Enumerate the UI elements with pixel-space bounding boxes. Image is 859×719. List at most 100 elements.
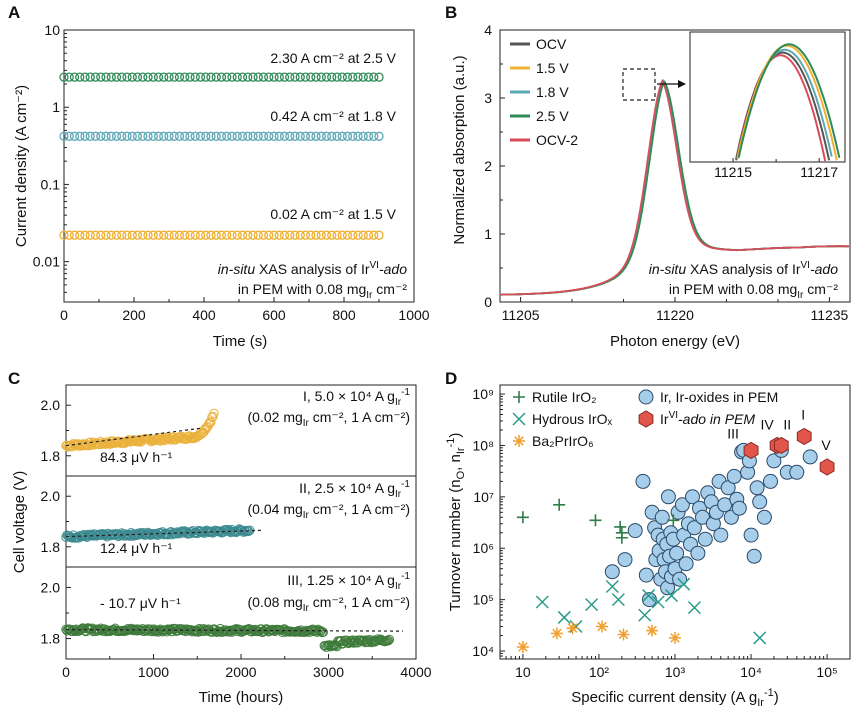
d-circle-point [789, 464, 805, 480]
d-circle-point [749, 480, 765, 496]
a-point [222, 230, 232, 240]
a-point [169, 230, 179, 240]
a-point [353, 72, 363, 82]
panel-d-legend: Rutile IrO₂ Hydrous IrOₓ Ba₂PrIrO₆ Ir, I… [512, 389, 778, 449]
b-spectrum-ocv2 [499, 80, 849, 296]
b-inset-curve [737, 43, 841, 159]
a-point [300, 72, 311, 82]
panel-d-legend-hex-label: IrVI-ado in PEM [660, 410, 755, 427]
d-circle-point [690, 545, 706, 561]
a-point [206, 230, 216, 240]
a-point [342, 72, 353, 82]
a-point [306, 230, 316, 240]
panel-b-label: B [445, 3, 457, 22]
a-point [138, 131, 148, 141]
d-circle-point [756, 509, 772, 525]
a-point [143, 131, 153, 141]
panel-b-annotation-line2: in PEM with 0.08 mgIr cm⁻² [669, 281, 838, 301]
a-point [96, 131, 106, 141]
d-hex-point [743, 441, 759, 459]
a-xtick-label: 600 [262, 307, 286, 323]
a-point [69, 72, 80, 82]
a-point [164, 131, 174, 141]
c-xtick-label: 2000 [225, 664, 256, 680]
a-point [285, 72, 295, 82]
a-point [101, 72, 111, 82]
d-x-point [677, 577, 691, 591]
panel-b-ticks: 11205 11220 11235 0 1 2 3 4 [484, 22, 848, 323]
c-series-i [61, 408, 219, 452]
a-point [96, 72, 106, 82]
a-point [195, 230, 206, 240]
a-point [85, 131, 95, 141]
a-point [363, 131, 374, 141]
b-legend-label: OCV-2 [536, 132, 578, 148]
a-xtick-label: 0 [60, 307, 68, 323]
a-point [132, 72, 143, 82]
panel-a-ylabel: Current density (A cm⁻²) [13, 85, 30, 247]
a-point [337, 72, 347, 82]
d-circle-point [604, 564, 620, 580]
a-point [201, 72, 211, 82]
a-point [232, 230, 242, 240]
c-xtick-label: 4000 [400, 664, 431, 680]
c-ytick-label: 1.8 [41, 539, 61, 555]
a-point [285, 131, 295, 141]
a-point [216, 230, 227, 240]
a-point [358, 230, 368, 240]
a-point [327, 131, 337, 141]
d-xtick-label: 10⁵ [816, 664, 837, 680]
a-point [101, 131, 111, 141]
d-star-point [646, 624, 659, 637]
panel-b-legend: OCV 1.5 V 1.8 V 2.5 V OCV-2 [510, 36, 578, 148]
a-point [180, 230, 190, 240]
panel-d-label: D [445, 369, 457, 388]
a-point [106, 72, 116, 82]
c-point [209, 408, 219, 419]
d-circle-point [802, 449, 818, 465]
a-point [348, 72, 358, 82]
d-hex-label: II [783, 416, 791, 432]
a-point [211, 72, 221, 82]
b-xtick-label: 11220 [656, 307, 694, 323]
b-ytick-label: 0 [484, 294, 492, 310]
b-ytick-label: 1 [484, 226, 492, 242]
d-x-series [535, 577, 767, 645]
a-point [237, 131, 248, 141]
d-plus-series [516, 498, 680, 544]
a-point [374, 131, 384, 141]
b-inset-curve [736, 44, 838, 161]
c-ytick-label: 1.8 [41, 631, 61, 647]
a-point [332, 131, 342, 141]
d-circle-point [638, 567, 654, 583]
panel-a: A 0 200 400 600 800 1000 0.01 0.1 1 10 2.30 A cm⁻… [8, 3, 430, 350]
d-legend-hex-marker [638, 410, 654, 428]
b-inset-tick-label: 11215 [714, 164, 752, 180]
c-fit-line [65, 629, 403, 632]
a-point [174, 72, 185, 82]
a-point [90, 131, 101, 141]
a-point [248, 72, 258, 82]
d-circle-point [726, 468, 742, 484]
d-ytick-label: 10⁶ [473, 540, 494, 556]
d-hex-label: I [801, 406, 805, 422]
d-star-point [596, 620, 609, 633]
a-xtick-label: 1000 [398, 307, 429, 323]
d-x-point [642, 589, 656, 603]
a-point [269, 230, 279, 240]
a-point [69, 131, 80, 141]
a-point [80, 131, 90, 141]
a-point [148, 131, 158, 141]
a-point [59, 72, 69, 82]
a-point [190, 72, 200, 82]
panel-a-label-1p5v: 0.02 A cm⁻² at 1.5 V [270, 206, 396, 222]
a-point [143, 72, 153, 82]
c-xtick-label: 3000 [313, 664, 344, 680]
a-point [290, 131, 300, 141]
c-point [383, 635, 394, 646]
d-x-point [664, 589, 679, 603]
panel-c-i-rate: 84.3 μV h⁻¹ [100, 449, 173, 465]
b-xtick-label: 11235 [810, 307, 848, 323]
d-circle-point [697, 531, 713, 547]
d-legend-plus-marker [513, 391, 525, 403]
